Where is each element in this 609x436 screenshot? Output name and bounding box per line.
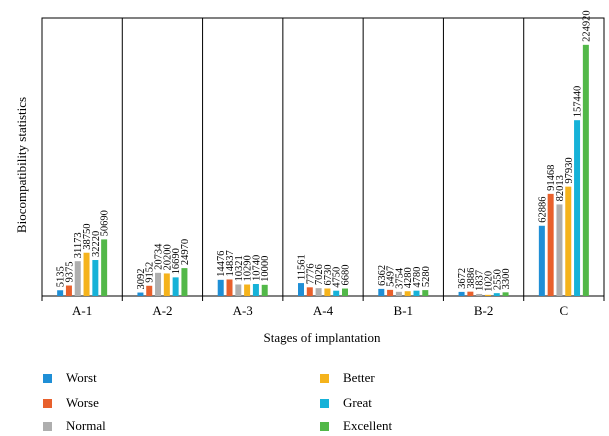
bar-value-label: 20734	[154, 243, 165, 270]
x-tick-labels-group: A-1 A-2 A-3 A-4 B-1 B-2 C	[72, 303, 568, 318]
bar-value-label: 157440	[573, 86, 584, 118]
bar-better-a-2	[163, 273, 170, 296]
bar-value-label: 10740	[251, 255, 262, 281]
bar-worst-b-1	[378, 288, 385, 296]
x-tick-label: C	[560, 303, 569, 318]
bar-normal-a-2	[155, 272, 162, 296]
bar-great-b-1	[413, 290, 420, 296]
bar-value-label: 14476	[216, 251, 227, 277]
bar-value-label: 5497	[386, 266, 397, 287]
bar-great-a-3	[252, 284, 259, 296]
bar-normal-c	[556, 204, 563, 296]
x-tick-label: B-2	[474, 303, 494, 318]
bar-value-label: 24970	[180, 239, 191, 265]
x-tick-label: A-1	[72, 303, 92, 318]
bar-value-label: 5280	[421, 266, 432, 287]
bar-excellent-b-2	[502, 292, 509, 296]
bar-worse-a-1	[65, 285, 72, 296]
plot-border	[41, 17, 605, 297]
bar-value-label: 6730	[323, 264, 334, 285]
bar-value-label: 3886	[466, 268, 477, 289]
bar-great-a-2	[172, 277, 179, 296]
y-axis-label: Biocompatibility statistics	[14, 97, 29, 233]
bar-excellent-b-1	[422, 290, 429, 296]
bar-value-label: 38750	[82, 223, 93, 249]
bar-value-label: 7026	[314, 264, 325, 285]
bar-worst-c	[538, 225, 545, 296]
bar-value-label: 6680	[341, 265, 352, 286]
bar-value-label: 91468	[546, 165, 557, 191]
bar-value-label: 97930	[564, 157, 575, 183]
bar-worst-a-4	[298, 283, 304, 296]
bar-normal-b-2	[476, 293, 483, 296]
plot-frame	[41, 17, 605, 301]
x-tick-label: A-2	[152, 303, 172, 318]
bar-value-label: 11561	[297, 254, 308, 280]
bar-value-label: 3092	[136, 269, 147, 290]
bar-better-a-3	[244, 284, 251, 296]
bar-value-label: 7776	[305, 263, 316, 284]
bar-worst-b-2	[458, 291, 465, 296]
bar-great-a-1	[92, 260, 99, 296]
bar-value-label: 4750	[332, 267, 343, 288]
bar-great-b-2	[493, 293, 500, 296]
bar-value-label: 82013	[555, 175, 566, 201]
bar-value-label: 3672	[457, 268, 468, 289]
bar-value-label: 20200	[162, 244, 173, 270]
bar-excellent-c	[582, 44, 589, 297]
bar-normal-a-3	[235, 284, 242, 296]
bar-worst-a-2	[137, 292, 144, 296]
bar-worst-a-3	[217, 279, 224, 296]
bar-value-label: 5135	[56, 266, 67, 287]
x-tick-label: A-3	[233, 303, 253, 318]
bar-value-label: 9375	[64, 262, 75, 283]
bar-worse-a-4	[306, 287, 313, 296]
bar-value-label: 16690	[171, 248, 182, 274]
bar-worse-b-2	[467, 291, 474, 296]
bar-worse-a-3	[226, 279, 233, 296]
bar-normal-b-1	[395, 291, 402, 296]
bar-value-label: 3300	[501, 268, 512, 289]
bar-great-a-4	[333, 290, 340, 296]
x-tick-label: B-1	[394, 303, 414, 318]
bar-better-a-4	[324, 288, 331, 296]
bar-better-c	[565, 186, 572, 296]
bar-value-label: 50690	[100, 210, 111, 236]
x-axis-label: Stages of implantation	[264, 330, 381, 345]
bar-excellent-a-4	[342, 288, 348, 296]
bar-excellent-a-1	[101, 239, 108, 296]
bar-better-b-2	[484, 294, 491, 296]
bar-value-label: 224920	[581, 10, 592, 42]
bars-group	[57, 44, 589, 297]
bar-normal-a-4	[315, 288, 322, 296]
bar-worst-a-1	[57, 290, 64, 296]
bar-value-label: 1837	[475, 270, 486, 291]
bar-worse-a-2	[146, 285, 153, 296]
bar-value-label: 14837	[225, 250, 236, 276]
bar-value-label: 32220	[91, 231, 102, 257]
bar-value-label: 1020	[483, 271, 494, 292]
bar-worse-c	[547, 193, 554, 296]
x-tick-label: A-4	[313, 303, 334, 318]
bar-value-label: 6362	[377, 265, 388, 286]
bar-better-a-1	[83, 252, 90, 296]
bar-value-label: 4780	[412, 267, 423, 288]
bar-value-label: 10290	[243, 255, 254, 281]
bar-value-label: 9152	[145, 262, 156, 283]
bar-value-label: 62886	[537, 197, 548, 223]
bar-normal-a-1	[74, 261, 81, 296]
bar-value-label: 3754	[394, 267, 405, 289]
bar-value-label: 4280	[403, 267, 414, 288]
bar-excellent-a-2	[181, 268, 188, 296]
bar-better-b-1	[404, 291, 411, 296]
bar-worse-b-1	[387, 289, 394, 296]
bar-value-label: 31173	[73, 232, 84, 258]
bar-great-c	[574, 120, 581, 296]
bar-excellent-a-3	[261, 284, 268, 296]
bar-value-label: 10000	[260, 256, 271, 282]
bar-value-label: 2550	[492, 269, 503, 290]
bar-value-label: 10321	[234, 255, 245, 281]
